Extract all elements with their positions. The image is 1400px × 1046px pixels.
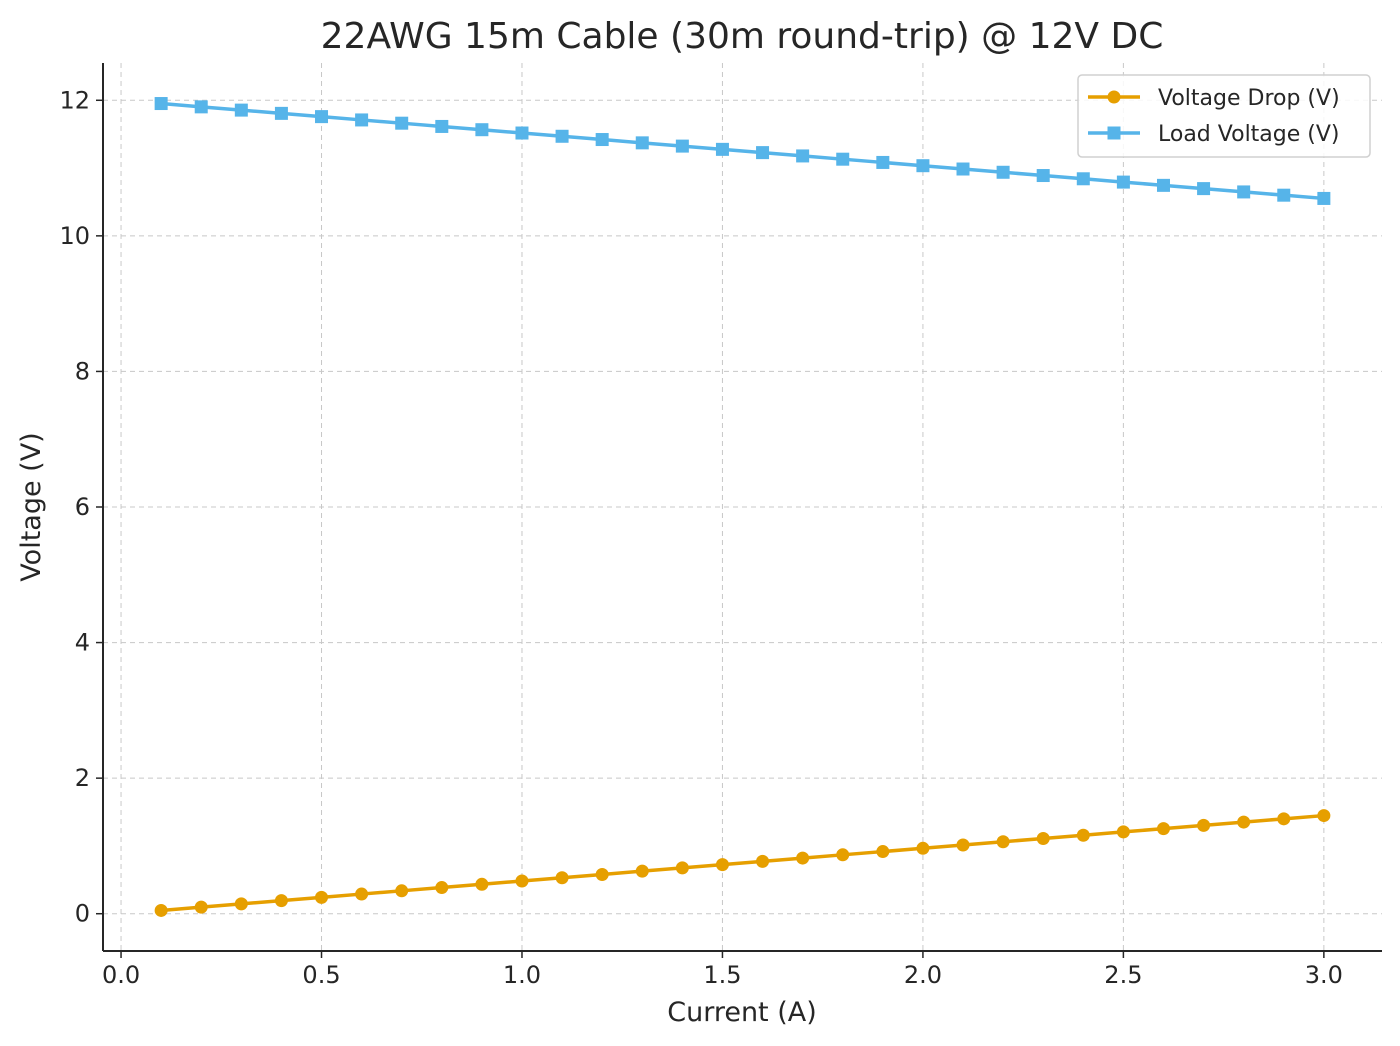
legend-label: Load Voltage (V): [1158, 122, 1340, 147]
data-point: [916, 841, 930, 855]
data-point: [1277, 188, 1291, 202]
data-point: [675, 861, 689, 875]
data-point: [515, 874, 529, 888]
data-point: [1116, 175, 1130, 189]
data-point: [1317, 809, 1331, 823]
y-tick-label: 4: [75, 629, 90, 657]
data-point: [1317, 191, 1331, 205]
x-tick-label: 1.5: [703, 961, 741, 989]
data-point: [355, 887, 369, 901]
data-point: [475, 877, 489, 891]
y-tick-label: 6: [75, 493, 90, 521]
data-point: [876, 845, 890, 859]
data-point: [274, 894, 288, 908]
data-point: [154, 903, 168, 917]
data-point: [996, 835, 1010, 849]
data-point: [836, 152, 850, 166]
x-tick-label: 2.5: [1104, 961, 1142, 989]
data-point: [1156, 822, 1170, 836]
data-point: [435, 119, 449, 133]
data-point: [475, 123, 489, 137]
legend-item: Voltage Drop (V): [1088, 86, 1340, 111]
legend-label: Voltage Drop (V): [1158, 86, 1340, 111]
data-point: [956, 162, 970, 176]
series-line: [160, 813, 1325, 913]
y-axis-label: Voltage (V): [16, 432, 47, 581]
data-point: [395, 884, 409, 898]
data-point: [836, 848, 850, 862]
data-point: [635, 136, 649, 150]
data-point: [1036, 831, 1050, 845]
data-point: [1197, 182, 1211, 196]
data-point: [635, 864, 649, 878]
data-point: [595, 133, 609, 147]
plot-series: [154, 97, 1331, 917]
data-point: [756, 854, 770, 868]
data-point: [274, 106, 288, 120]
data-point: [194, 100, 208, 114]
y-tick-label: 8: [75, 357, 90, 385]
data-point: [1237, 185, 1251, 199]
series-1: [154, 809, 1331, 917]
data-point: [876, 155, 890, 169]
data-point: [996, 165, 1010, 179]
x-tick-label: 1.0: [503, 961, 541, 989]
data-point: [234, 897, 248, 911]
data-point: [1197, 818, 1211, 832]
x-tick-label: 3.0: [1305, 961, 1343, 989]
data-point: [154, 97, 168, 111]
legend-box: [1077, 74, 1371, 158]
data-point: [515, 126, 529, 140]
data-point: [435, 881, 449, 895]
data-point: [1237, 815, 1251, 829]
series-line: [160, 101, 1325, 201]
legend: Voltage Drop (V) Load Voltage (V): [1077, 74, 1371, 158]
legend-swatch-marker: [1107, 90, 1121, 104]
data-point: [1036, 169, 1050, 183]
chart-title: 22AWG 15m Cable (30m round-trip) @ 12V D…: [321, 16, 1164, 57]
data-point: [234, 103, 248, 117]
data-point: [715, 858, 729, 872]
data-point: [796, 149, 810, 163]
data-point: [796, 851, 810, 865]
legend-item: Load Voltage (V): [1088, 122, 1340, 147]
data-point: [555, 129, 569, 143]
data-point: [1076, 828, 1090, 842]
data-point: [194, 900, 208, 914]
y-tick-label: 10: [59, 222, 90, 250]
data-point: [1076, 172, 1090, 186]
data-point: [315, 890, 329, 904]
x-tick-label: 0.5: [302, 961, 340, 989]
legend-swatch-marker: [1107, 126, 1121, 140]
data-point: [595, 867, 609, 881]
data-point: [355, 113, 369, 127]
data-point: [715, 142, 729, 156]
data-point: [675, 139, 689, 153]
series-2: [154, 97, 1331, 205]
data-point: [756, 146, 770, 160]
data-point: [956, 838, 970, 852]
y-tick-label: 12: [59, 86, 90, 114]
y-tick-label: 0: [75, 900, 90, 928]
x-tick-label: 2.0: [904, 961, 942, 989]
y-tick-label: 2: [75, 764, 90, 792]
grid-lines: [103, 63, 1382, 951]
x-axis-label: Current (A): [667, 997, 817, 1028]
data-point: [1277, 812, 1291, 826]
data-point: [395, 116, 409, 130]
data-point: [1156, 178, 1170, 192]
data-point: [916, 159, 930, 173]
data-point: [1116, 825, 1130, 839]
axes: 0.0 0.5 1.0 1.5 2.0 2.5 3.0 0 2 4 6 8 10 12: [59, 63, 1382, 989]
data-point: [555, 871, 569, 885]
data-point: [315, 110, 329, 124]
x-tick-label: 0.0: [102, 961, 140, 989]
